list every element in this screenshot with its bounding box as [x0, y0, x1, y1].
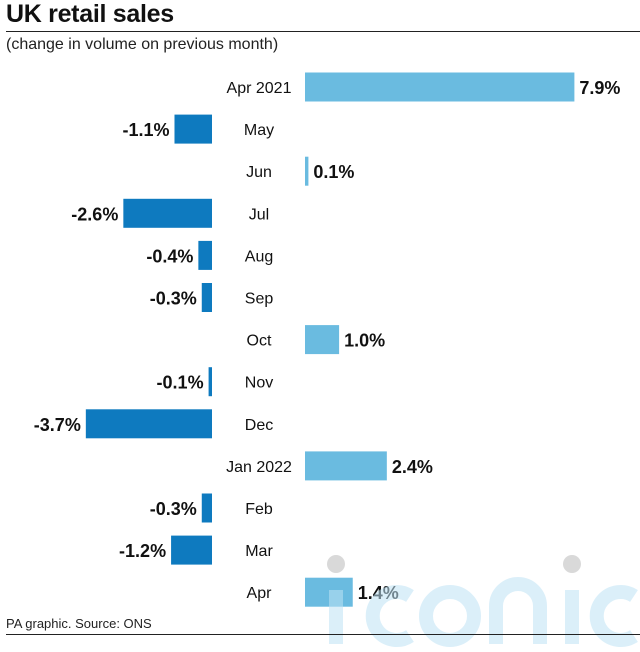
category-label: Jul: [249, 206, 269, 223]
category-label: Jan 2022: [226, 459, 292, 476]
data-label: -0.3%: [150, 289, 197, 309]
footer-rule: [6, 634, 640, 635]
category-label: Apr 2021: [227, 80, 292, 97]
data-label: 1.0%: [344, 331, 385, 351]
data-label: -1.2%: [119, 541, 166, 561]
bar: [85, 409, 212, 439]
data-label: 2.4%: [392, 457, 433, 477]
bar: [123, 198, 212, 228]
category-label: Jun: [246, 164, 272, 181]
bar: [201, 493, 212, 523]
bar: [174, 114, 212, 144]
chart-subtitle: (change in volume on previous month): [6, 36, 279, 53]
data-label: 1.4%: [358, 583, 399, 603]
data-label: -0.1%: [157, 373, 204, 393]
data-label: -3.7%: [34, 415, 81, 435]
data-label: -1.1%: [122, 120, 169, 140]
bar: [305, 325, 340, 355]
category-label: Sep: [245, 291, 274, 308]
category-label: Aug: [245, 248, 273, 265]
data-label: 7.9%: [579, 78, 620, 98]
data-label: 0.1%: [313, 162, 354, 182]
chart-title: UK retail sales: [6, 0, 174, 28]
bar: [171, 535, 212, 565]
bar: [305, 156, 309, 186]
data-label: -2.6%: [71, 204, 118, 224]
bar: [201, 283, 212, 312]
source-note: PA graphic. Source: ONS: [6, 616, 152, 631]
bar: [208, 367, 212, 397]
category-label: Mar: [245, 543, 273, 560]
bar-chart: Apr 2021 7.9% May -1.1% Jun 0.1% Jul -2.6% Aug -0…: [34, 72, 620, 607]
category-label: May: [244, 122, 274, 139]
category-label: Oct: [247, 333, 272, 350]
category-label: Nov: [245, 375, 273, 392]
bar: [198, 240, 212, 270]
data-label: -0.4%: [146, 246, 193, 266]
data-label: -0.3%: [150, 499, 197, 519]
bar: [305, 451, 387, 481]
category-label: Feb: [245, 501, 273, 518]
bar: [305, 577, 353, 607]
category-label: Apr: [247, 585, 273, 602]
title-rule: [6, 31, 640, 32]
category-label: Dec: [245, 417, 273, 434]
bar: [305, 72, 575, 102]
